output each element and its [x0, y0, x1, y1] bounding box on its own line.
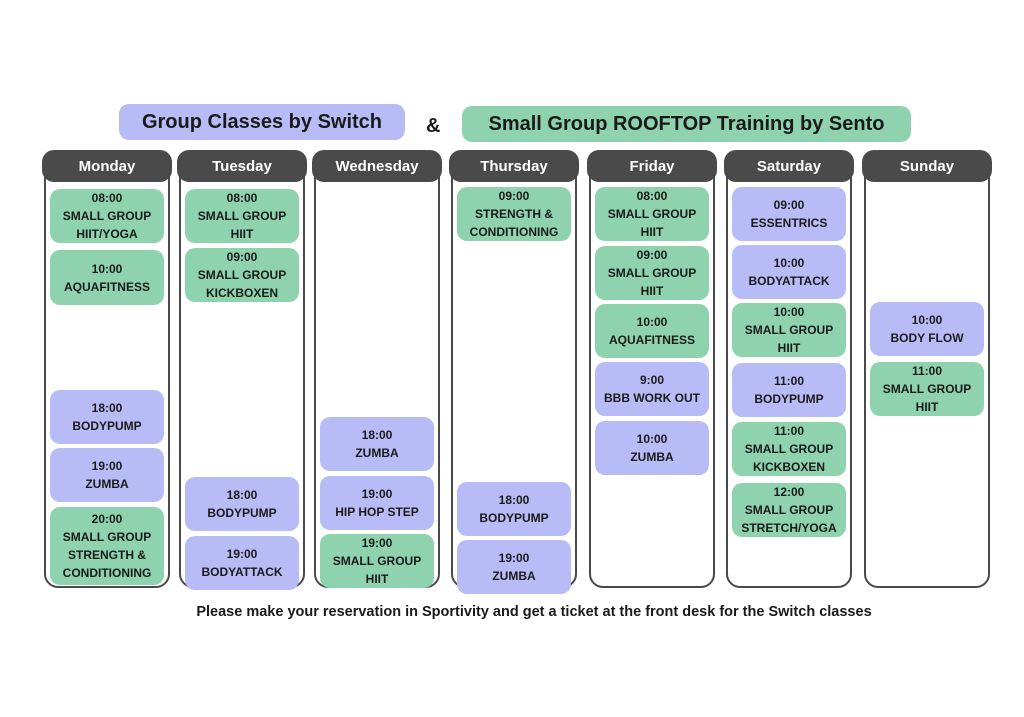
class-name: BODYATTACK: [201, 565, 283, 579]
class-name: ZUMBA: [492, 569, 536, 583]
class-name: SMALL GROUP HIIT: [332, 554, 422, 586]
day-header: Saturday: [724, 150, 854, 182]
class-card: 19:00 HIP HOP STEP: [320, 476, 434, 530]
class-name: BODYATTACK: [748, 274, 830, 288]
sento-label: Small Group ROOFTOP Training by Sento: [462, 106, 911, 142]
class-time: 19:00: [91, 459, 123, 473]
class-name: AQUAFITNESS: [63, 279, 150, 294]
class-name: ZUMBA: [630, 450, 674, 464]
class-name: SMALL GROUP KICKBOXEN: [197, 268, 287, 300]
class-card: 11:00 BODYPUMP: [732, 363, 846, 417]
class-time: 09:00: [498, 189, 530, 203]
class-time: 10:00: [911, 313, 943, 327]
class-card: 09:00 SMALL GROUP HIIT: [595, 246, 709, 300]
ampersand: &: [426, 115, 441, 137]
class-name: ESSENTRICS: [750, 216, 828, 230]
class-name: BBB WORK OUT: [604, 391, 700, 405]
class-time: 10:00: [91, 261, 123, 276]
day-header: Sunday: [862, 150, 992, 182]
class-name: SMALL GROUP HIIT: [882, 382, 972, 414]
class-card: 08:00 SMALL GROUP HIIT: [595, 187, 709, 241]
class-time: 19:00: [498, 551, 530, 565]
class-time: 10:00: [636, 432, 668, 446]
class-time: 08:00: [91, 191, 123, 205]
footer-note: Please make your reservation in Sportivi…: [196, 604, 872, 620]
class-card: 09:00 ESSENTRICS: [732, 187, 846, 241]
class-card: 9:00 BBB WORK OUT: [595, 362, 709, 416]
class-card: 10:00 AQUAFITNESS: [50, 250, 164, 305]
class-time: 08:00: [226, 191, 258, 205]
class-card: 11:00 SMALL GROUP KICKBOXEN: [732, 422, 846, 476]
class-time: 9:00: [639, 373, 665, 387]
class-name: HIP HOP STEP: [335, 505, 419, 519]
class-card: 09:00 SMALL GROUP KICKBOXEN: [185, 248, 299, 302]
class-card: 20:00 SMALL GROUP STRENGTH & CONDITIONING: [50, 507, 164, 585]
class-card: 19:00 SMALL GROUP HIIT: [320, 534, 434, 588]
class-name: BODYPUMP: [72, 419, 142, 433]
class-time: 19:00: [361, 536, 393, 550]
class-name: BODYPUMP: [479, 511, 549, 525]
class-time: 09:00: [636, 248, 668, 262]
class-time: 11:00: [773, 374, 805, 388]
day-header: Friday: [587, 150, 717, 182]
class-name: SMALL GROUP STRETCH/YOGA: [741, 503, 837, 535]
class-time: 09:00: [773, 198, 805, 212]
class-name: SMALL GROUP KICKBOXEN: [744, 442, 834, 474]
class-time: 10:00: [636, 315, 668, 329]
class-time: 18:00: [361, 428, 393, 442]
class-name: ZUMBA: [85, 477, 129, 491]
day-header: Monday: [42, 150, 172, 182]
class-card: 09:00 STRENGTH & CONDITIONING: [457, 187, 571, 241]
class-card: 10:00 BODY FLOW: [870, 302, 984, 356]
day-header: Thursday: [449, 150, 579, 182]
class-name: ZUMBA: [355, 446, 399, 460]
day-header: Tuesday: [177, 150, 307, 182]
class-name: BODYPUMP: [207, 506, 277, 520]
class-time: 11:00: [773, 424, 805, 438]
class-card: 18:00 BODYPUMP: [50, 390, 164, 444]
class-time: 10:00: [773, 256, 805, 270]
class-time: 20:00: [91, 512, 123, 526]
class-name: AQUAFITNESS: [608, 333, 695, 347]
class-time: 18:00: [498, 493, 530, 507]
class-card: 19:00 ZUMBA: [50, 448, 164, 502]
class-card: 08:00 SMALL GROUP HIIT/YOGA: [50, 189, 164, 243]
class-name: SMALL GROUP HIIT: [744, 323, 834, 355]
class-time: 19:00: [226, 547, 258, 561]
class-time: 10:00: [773, 305, 805, 319]
class-card: 10:00 AQUAFITNESS: [595, 304, 709, 358]
class-card: 10:00 BODYATTACK: [732, 245, 846, 299]
day-header: Wednesday: [312, 150, 442, 182]
class-time: 19:00: [361, 487, 393, 501]
class-card: 11:00 SMALL GROUP HIIT: [870, 362, 984, 416]
class-time: 12:00: [773, 485, 805, 499]
class-time: 11:00: [911, 364, 943, 378]
class-time: 08:00: [636, 189, 668, 203]
class-name: SMALL GROUP HIIT: [197, 209, 287, 241]
class-card: 19:00 BODYATTACK: [185, 536, 299, 590]
class-name: SMALL GROUP HIIT: [607, 266, 697, 298]
class-card: 18:00 ZUMBA: [320, 417, 434, 471]
class-card: 18:00 BODYPUMP: [185, 477, 299, 531]
class-time: 18:00: [91, 401, 123, 415]
class-card: 19:00 ZUMBA: [457, 540, 571, 594]
class-name: STRENGTH & CONDITIONING: [469, 207, 559, 239]
switch-label: Group Classes by Switch: [119, 104, 405, 140]
class-card: 18:00 BODYPUMP: [457, 482, 571, 536]
class-card: 10:00 SMALL GROUP HIIT: [732, 303, 846, 357]
class-card: 10:00 ZUMBA: [595, 421, 709, 475]
class-time: 18:00: [226, 488, 258, 502]
class-name: BODYPUMP: [754, 392, 824, 406]
class-card: 12:00 SMALL GROUP STRETCH/YOGA: [732, 483, 846, 537]
class-time: 09:00: [226, 250, 258, 264]
class-name: SMALL GROUP HIIT/YOGA: [62, 209, 152, 241]
class-card: 08:00 SMALL GROUP HIIT: [185, 189, 299, 243]
class-name: BODY FLOW: [890, 331, 964, 345]
class-name: SMALL GROUP HIIT: [607, 207, 697, 239]
class-name: SMALL GROUP STRENGTH & CONDITIONING: [62, 530, 152, 580]
